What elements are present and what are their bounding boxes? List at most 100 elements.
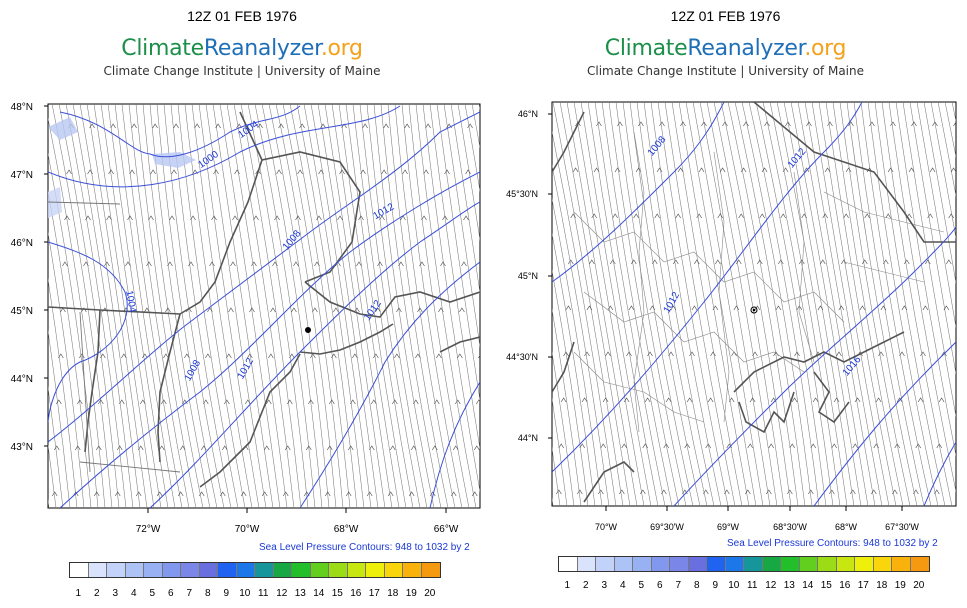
location-marker[interactable] [305, 327, 311, 333]
wind-arrow [915, 443, 922, 449]
streamline [48, 190, 92, 508]
wind-arrow [598, 489, 604, 495]
wind-arrow [131, 123, 137, 129]
wind-arrow [638, 121, 644, 127]
wind-arrow [314, 261, 320, 267]
wind-arrow [628, 305, 635, 311]
wind-arrow [654, 213, 660, 219]
colorbar-label: 5 [149, 588, 156, 599]
streamline [608, 102, 680, 506]
wind-arrow [600, 443, 607, 449]
colorbar-label: 3 [112, 588, 119, 599]
colorbar-swatch [670, 557, 689, 571]
streamline [811, 102, 883, 506]
lat-label: 43°N [11, 442, 33, 453]
wind-arrow [588, 259, 595, 265]
colorbar [558, 556, 930, 572]
brand-part-reanalyzer: Reanalyzer [203, 36, 321, 61]
wind-arrow [270, 307, 276, 313]
colorbar-swatch [744, 557, 763, 571]
wind-arrow [289, 353, 295, 359]
wind-arrow [705, 443, 712, 449]
wind-arrow [677, 167, 684, 173]
streamline [776, 102, 848, 506]
location-marker[interactable] [750, 306, 758, 314]
wind-arrow [617, 121, 623, 127]
lat-label: 46°N [518, 109, 538, 119]
wind-arrow [394, 353, 400, 359]
streamline [615, 102, 687, 506]
streamline [748, 102, 820, 506]
wind-arrow [943, 305, 950, 311]
wind-arrow [431, 445, 438, 451]
colorbar-swatch [329, 563, 348, 577]
wind-arrow [230, 261, 236, 267]
wind-arrow [81, 307, 87, 313]
coastlines-borders [552, 102, 956, 503]
wind-arrow [812, 397, 819, 403]
colorbar-label: 8 [693, 580, 700, 591]
wind-arrow [691, 305, 698, 311]
wind-arrow [77, 399, 83, 405]
wind-arrow [190, 215, 196, 221]
streamline [86, 104, 148, 508]
wind-arrow [738, 213, 744, 219]
map-frame [47, 103, 481, 509]
wind-arrow [831, 443, 838, 449]
wind-arrow [278, 123, 284, 129]
wind-arrow [415, 353, 421, 359]
wind-arrow [929, 167, 936, 173]
wind-arrow [621, 443, 628, 449]
streamline [100, 104, 162, 508]
brand-logo[interactable]: ClimateReanalyzer.org [0, 36, 484, 61]
wind-arrow [209, 261, 215, 267]
wind-arrow [467, 123, 473, 129]
wind-arrow [312, 307, 318, 313]
wind-arrow [950, 167, 956, 173]
wind-arrow [377, 261, 383, 267]
wind-arrow [577, 489, 583, 495]
wind-arrow [413, 399, 419, 405]
wind-arrow [85, 215, 91, 221]
colorbar-label: 12 [276, 588, 288, 599]
wind-arrow [320, 123, 326, 129]
colorbar-label: 15 [820, 580, 832, 591]
wind-arrow [572, 167, 579, 173]
wind-arrow [850, 489, 856, 495]
wind-arrow [352, 353, 358, 359]
wind-arrow [284, 445, 291, 451]
county-lines [573, 131, 945, 433]
wind-arrow [419, 261, 425, 267]
wind-arrow [775, 305, 782, 311]
wind-arrow [911, 121, 917, 127]
colorbar-label: 13 [294, 588, 306, 599]
streamline [888, 102, 956, 493]
colorbar-swatch [310, 563, 329, 577]
wind-arrow [282, 491, 289, 497]
map-title: 12Z 01 FEB 1976 [187, 8, 297, 24]
wind-arrow [735, 259, 742, 265]
wind-arrow [457, 353, 463, 359]
wind-arrow [890, 121, 896, 127]
wind-arrow [194, 123, 200, 129]
streamline [303, 104, 365, 508]
streamline [205, 104, 267, 508]
map-frame [551, 101, 957, 507]
state-lines [48, 201, 181, 473]
wind-arrow [142, 353, 148, 359]
wind-arrow [822, 213, 828, 219]
wind-arrow [392, 399, 398, 405]
brand-logo[interactable]: ClimateReanalyzer.org [484, 36, 967, 61]
streamline [48, 385, 64, 508]
wind-arrow [329, 399, 335, 405]
streamline [48, 231, 85, 508]
wind-arrow [693, 259, 700, 265]
streamline [580, 102, 652, 506]
streamline [226, 104, 288, 508]
streamline [296, 104, 358, 508]
brand-part-org: .org [320, 36, 363, 61]
colorbar-label: 7 [675, 580, 682, 591]
wind-arrow [119, 399, 125, 405]
